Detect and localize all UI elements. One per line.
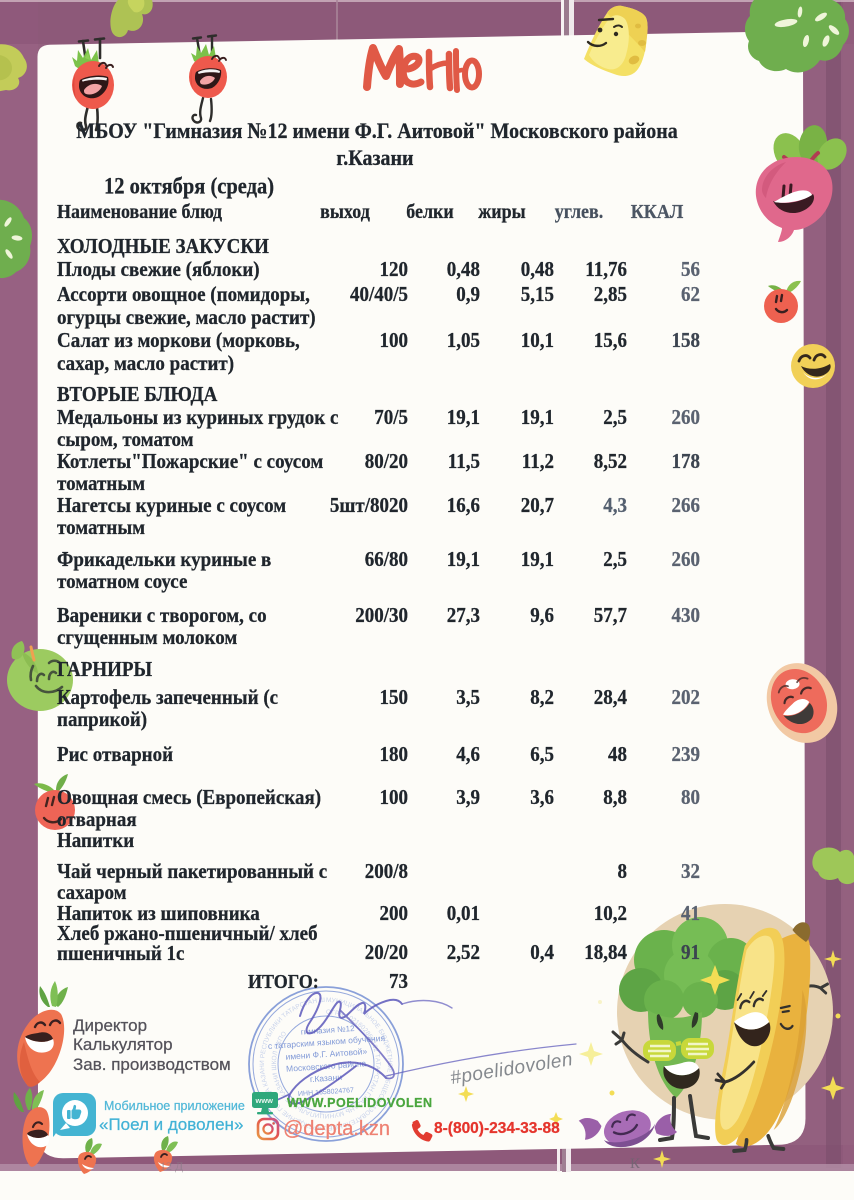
svg-text:www: www	[255, 1096, 274, 1105]
svg-text:гимназия №12: гимназия №12	[300, 1024, 355, 1037]
svg-text:#poelidovolen: #poelidovolen	[449, 1049, 575, 1089]
svg-text:ИНН 1658024767: ИНН 1658024767	[298, 1087, 354, 1098]
svg-text:К: К	[630, 1156, 641, 1172]
svg-text:12 Д: 12 Д	[160, 1159, 183, 1173]
